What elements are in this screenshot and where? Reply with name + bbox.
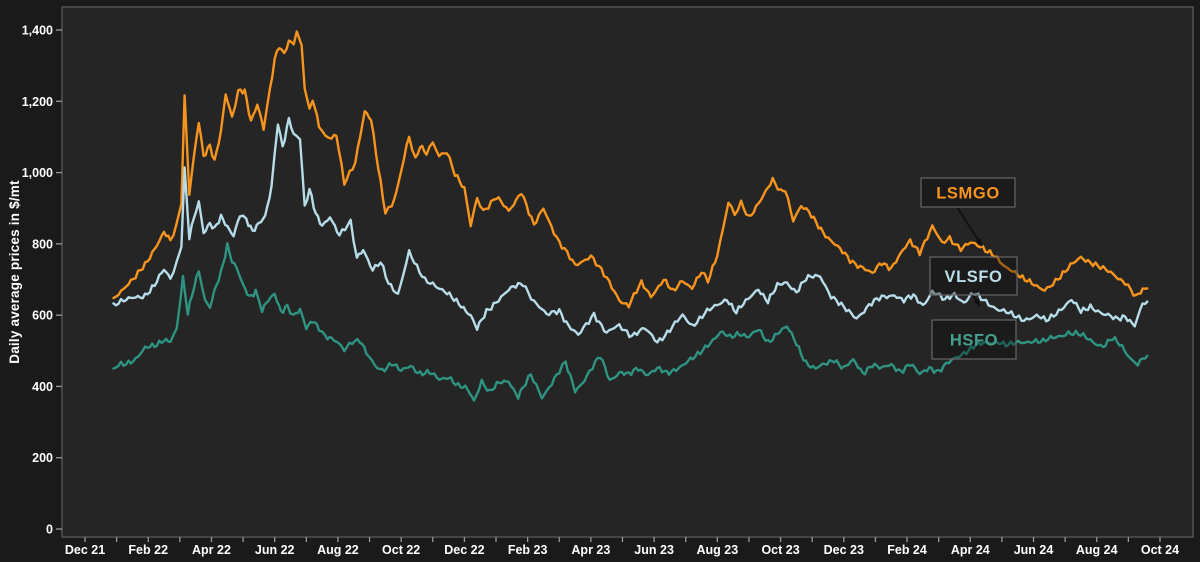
- annotation-vlsfo: VLSFO: [929, 256, 1018, 307]
- svg-text:1,000: 1,000: [22, 166, 53, 180]
- svg-text:Apr 22: Apr 22: [192, 543, 231, 557]
- svg-text:Oct 24: Oct 24: [1141, 543, 1179, 557]
- series-line-hsfo: [112, 242, 1149, 402]
- svg-text:Jun 23: Jun 23: [634, 543, 674, 557]
- svg-text:Oct 23: Oct 23: [761, 543, 799, 557]
- svg-text:Dec 22: Dec 22: [444, 543, 484, 557]
- svg-text:400: 400: [32, 380, 53, 394]
- svg-text:1,400: 1,400: [22, 23, 53, 37]
- svg-text:Aug 23: Aug 23: [696, 543, 738, 557]
- svg-text:Apr 24: Apr 24: [951, 543, 990, 557]
- annotation-label-vlsfo: VLSFO: [944, 268, 1002, 286]
- annotation-label-lsmgo: LSMGO: [936, 185, 1000, 203]
- svg-text:Feb 22: Feb 22: [128, 543, 168, 557]
- y-axis: 0 200 400 600 800 1,000 1,200 1,400: [22, 23, 62, 537]
- svg-text:Dec 23: Dec 23: [824, 543, 864, 557]
- svg-text:600: 600: [32, 309, 53, 323]
- series-line-lsmgo: [112, 30, 1149, 309]
- svg-text:200: 200: [32, 451, 53, 465]
- svg-text:800: 800: [32, 237, 53, 251]
- svg-text:1,200: 1,200: [22, 95, 53, 109]
- x-axis: Dec 21 Feb 22 Apr 22 Jun 22 Aug 22 Oct 22 Dec …: [65, 537, 1179, 557]
- annotation-lsmgo: LSMGO: [920, 177, 1016, 247]
- series-line-vlsfo: [112, 116, 1149, 344]
- svg-text:Dec 21: Dec 21: [65, 543, 105, 557]
- svg-text:Feb 23: Feb 23: [508, 543, 548, 557]
- svg-text:Feb 24: Feb 24: [887, 543, 927, 557]
- svg-text:Aug 22: Aug 22: [317, 543, 359, 557]
- svg-text:Aug 24: Aug 24: [1076, 543, 1118, 557]
- annotation-hsfo: HSFO: [931, 319, 1017, 360]
- svg-text:Jun 24: Jun 24: [1014, 543, 1054, 557]
- svg-text:Oct 22: Oct 22: [382, 543, 420, 557]
- annotation-label-hsfo: HSFO: [950, 332, 998, 350]
- plot-area: [61, 6, 1194, 538]
- svg-text:Apr 23: Apr 23: [571, 543, 610, 557]
- svg-text:Jun 22: Jun 22: [255, 543, 295, 557]
- svg-text:0: 0: [46, 523, 53, 537]
